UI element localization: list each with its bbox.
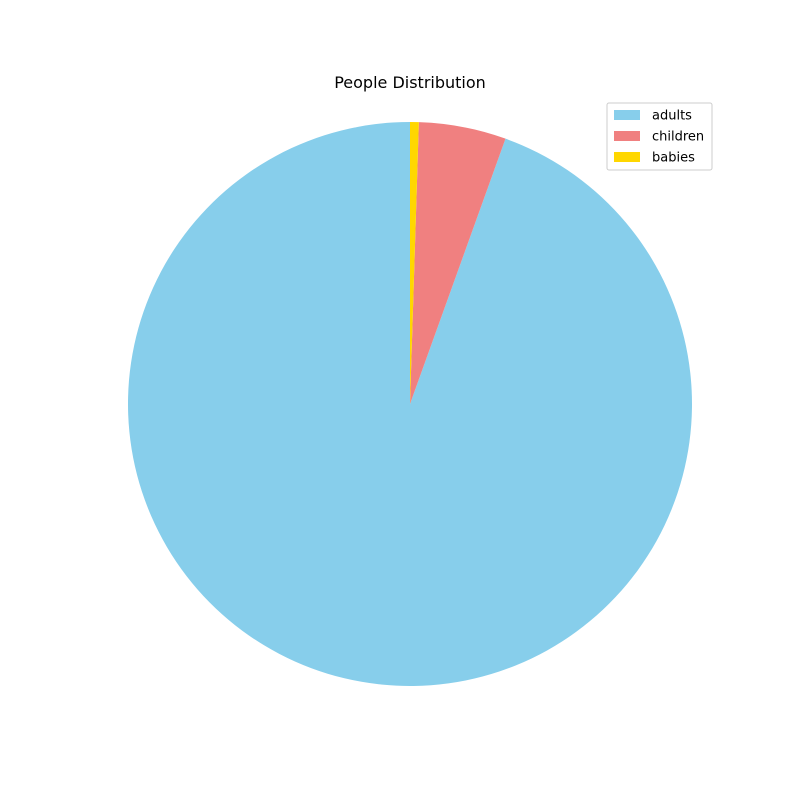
legend-label-children: children: [652, 130, 704, 145]
pie-slices: [128, 122, 692, 686]
chart-title: People Distribution: [334, 73, 486, 92]
legend-swatch-adults: [614, 110, 640, 120]
pie-slice-children: [410, 122, 506, 404]
legend-swatch-children: [614, 131, 640, 141]
pie-slice-babies: [410, 122, 419, 404]
legend-label-adults: adults: [652, 109, 692, 124]
legend: adults children babies: [606, 102, 713, 171]
legend-label-babies: babies: [652, 151, 695, 166]
legend-swatch-babies: [614, 152, 640, 162]
